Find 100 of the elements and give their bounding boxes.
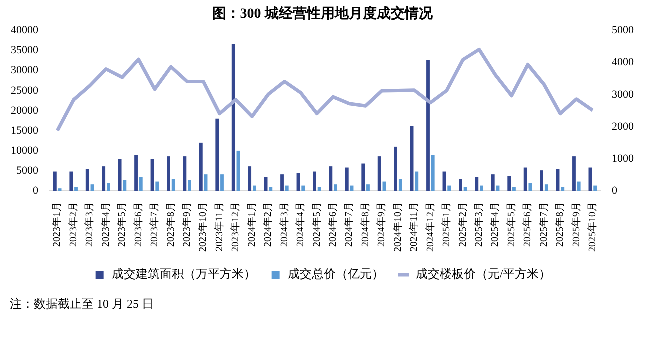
bar [394,146,398,191]
y-tick-label: 10000 [11,144,39,157]
x-tick-label: 2025年6月 [522,202,534,247]
x-tick-label: 2025年9月 [570,202,582,247]
bar [448,186,452,191]
bar [280,174,284,191]
bar [528,182,532,191]
x-tick-label: 2023年10月 [197,202,210,252]
bar [491,174,495,191]
bar [366,184,370,191]
x-tick-label: 2024年6月 [326,202,339,247]
x-tick-label: 2023年1月 [51,202,64,247]
x-tick-label: 2023年9月 [181,202,193,247]
bar [248,166,252,191]
x-tick-label: 2023年5月 [116,202,128,247]
bar [74,186,78,191]
bar [329,166,333,191]
bar [285,186,289,191]
x-tick-label: 2025年2月 [456,202,469,247]
x-tick-label: 2023年4月 [100,202,112,247]
bar [269,187,273,191]
y2-tick-label: 3000 [612,88,634,101]
bar [139,177,143,191]
bar [475,177,479,191]
x-tick-label: 2023年3月 [84,202,96,247]
bar [362,164,366,191]
bar [561,187,565,191]
bar [318,187,322,191]
x-tick-label: 2024年2月 [262,202,274,247]
bar [167,156,170,191]
y2-tick-label: 1000 [612,152,634,165]
legend-label: 成交建筑面积（万平方米） [112,267,256,282]
bar [458,178,462,191]
bar [107,182,110,191]
y2-tick-label: 5000 [612,24,634,37]
bar [480,186,484,191]
bar [53,172,57,191]
y-tick-label: 40000 [11,24,39,37]
legend-label: 成交总价（亿元） [288,267,384,282]
bar [313,172,316,191]
bar [123,180,127,191]
bar [594,186,598,191]
x-tick-label: 2024年9月 [376,202,388,247]
bar [426,60,430,191]
bar [334,184,338,191]
x-tick-label: 2024年5月 [310,202,323,247]
x-tick-label: 2023年7月 [148,202,161,247]
bar [415,172,419,191]
bar [540,170,544,191]
bar [464,187,468,191]
y-tick-label: 5000 [16,164,39,177]
y2-tick-label: 2000 [612,120,634,133]
bar [398,178,402,191]
x-tick-label: 2025年8月 [554,202,566,247]
x-tick-label: 2024年4月 [294,202,307,247]
y2-tick-label: 4000 [612,56,634,69]
bar [577,182,581,191]
bar [544,184,548,191]
bar [345,168,349,191]
y-tick-label: 25000 [11,84,39,97]
y-tick-label: 0 [33,184,39,197]
x-tick-label: 2024年3月 [278,202,290,247]
bar [102,166,106,191]
bar [232,44,236,191]
bar [524,168,528,191]
bar [220,174,224,191]
x-tick-label: 2024年8月 [359,202,372,247]
bar [188,180,192,191]
bar [183,156,187,191]
bar [512,187,516,191]
x-tick-label: 2023年12月 [230,202,242,252]
bar [90,184,94,191]
x-tick-label: 2025年5月 [505,202,518,247]
x-tick-label: 2025年3月 [472,202,485,247]
text: 注：数据截止至 10 月 25 日 [10,297,154,312]
x-tick-label: 2024年10月 [392,202,404,252]
y-tick-label: 15000 [11,124,39,137]
x-tick-label: 2023年2月 [67,202,80,247]
x-tick-label: 2024年1月 [246,202,258,247]
bar [252,186,256,191]
bar [156,182,160,191]
x-tick-label: 2024年7月 [343,202,356,247]
bar [378,156,382,191]
x-tick-label: 2025年10月 [586,202,599,252]
bar [572,156,576,191]
bar [86,169,90,191]
bar [508,176,512,191]
y-tick-label: 35000 [11,44,39,57]
bar [431,155,435,191]
x-tick-label: 2025年4月 [489,202,502,247]
bar [118,159,122,191]
x-tick-label: 2023年8月 [164,202,177,247]
legend-label: 成交楼板价（元/平方米） [416,267,552,282]
x-tick-label: 2025年1月 [440,202,453,247]
x-tick-label: 2023年6月 [132,202,144,247]
x-tick-label: 2024年12月 [424,202,436,252]
chart-title: 图：300 城经营性用地月度成交情况 [212,5,434,22]
bar [134,155,138,191]
x-tick-label: 2024年11月 [408,202,420,252]
bar [172,178,176,191]
